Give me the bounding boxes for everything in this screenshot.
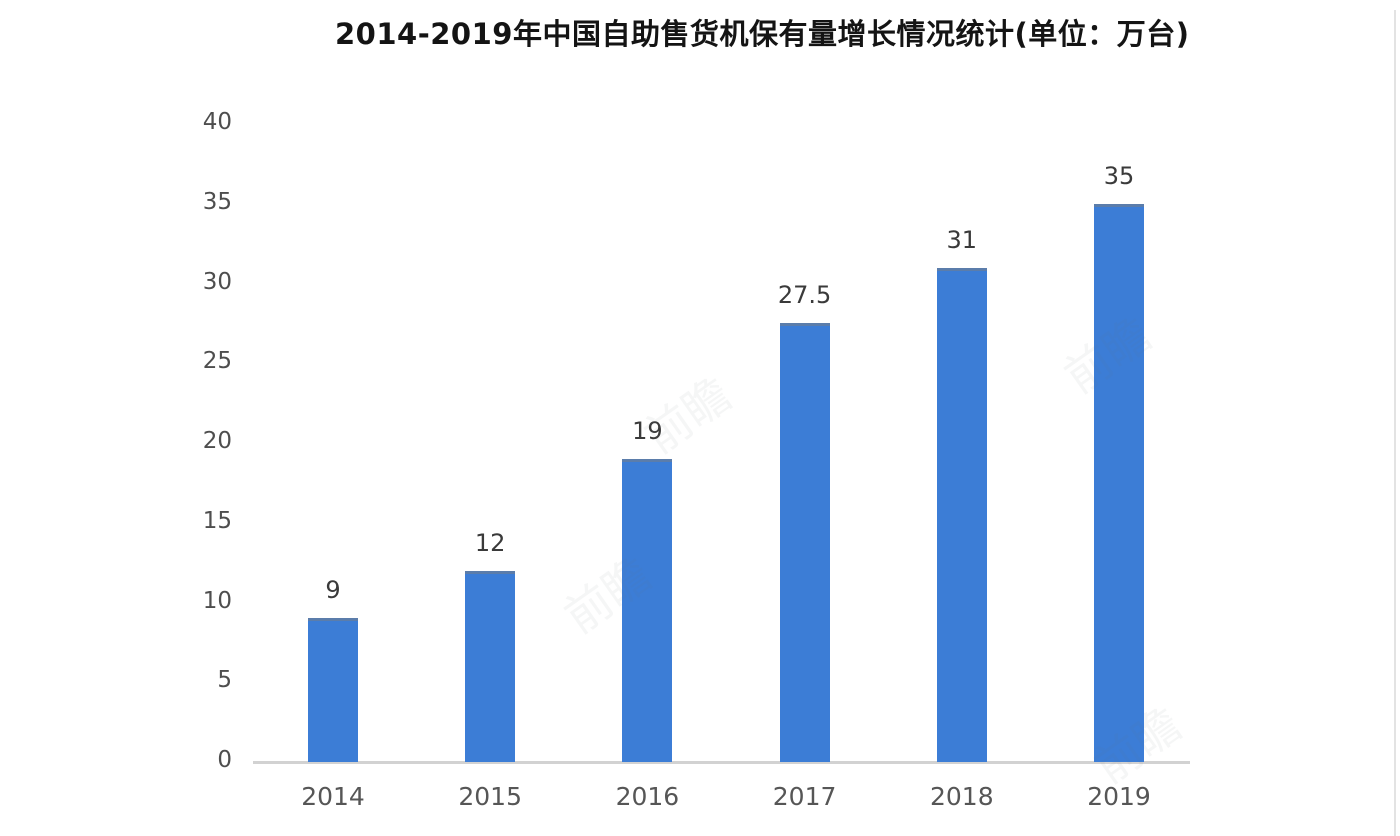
bar-2016 bbox=[622, 458, 673, 762]
bar-value-label: 12 bbox=[474, 528, 506, 557]
bar-value-label: 27.5 bbox=[777, 281, 832, 310]
y-axis-tick-label: 10 bbox=[202, 587, 232, 614]
bar-value-label: 19 bbox=[632, 416, 663, 445]
x-axis-tick-label: 2017 bbox=[772, 782, 837, 811]
bar-2019 bbox=[1094, 203, 1144, 762]
x-axis-tick-label: 2016 bbox=[615, 782, 680, 811]
x-axis-tick-label: 2014 bbox=[301, 782, 365, 811]
bar-value-label: 35 bbox=[1103, 161, 1135, 190]
chart-title: 2014-2019年中国自助售货机保有量增长情况统计(单位：万台) bbox=[335, 17, 1190, 51]
y-axis-tick-label: 25 bbox=[202, 348, 232, 375]
bar-2015 bbox=[465, 570, 516, 762]
y-axis-tick-label: 40 bbox=[202, 109, 232, 135]
x-axis-tick-label: 2019 bbox=[1087, 782, 1151, 811]
x-axis-line bbox=[253, 761, 1190, 764]
bar-2018 bbox=[936, 267, 987, 762]
image-edge-line bbox=[1394, 10, 1396, 836]
y-axis-tick-label: 15 bbox=[202, 507, 232, 534]
y-axis-tick-label: 35 bbox=[202, 188, 232, 215]
y-axis-tick-label: 0 bbox=[217, 747, 232, 773]
x-axis-tick-label: 2015 bbox=[458, 782, 522, 811]
bar-value-label: 9 bbox=[325, 576, 341, 605]
y-axis-tick-label: 5 bbox=[217, 667, 232, 694]
y-axis-tick-label: 30 bbox=[202, 268, 232, 295]
bar-2017 bbox=[779, 323, 830, 762]
bar-value-label: 31 bbox=[946, 225, 978, 254]
bar-2014 bbox=[308, 618, 358, 762]
watermark-text: 前瞻 bbox=[634, 366, 741, 464]
y-axis-tick-label: 20 bbox=[202, 428, 232, 454]
x-axis-tick-label: 2018 bbox=[929, 782, 994, 811]
